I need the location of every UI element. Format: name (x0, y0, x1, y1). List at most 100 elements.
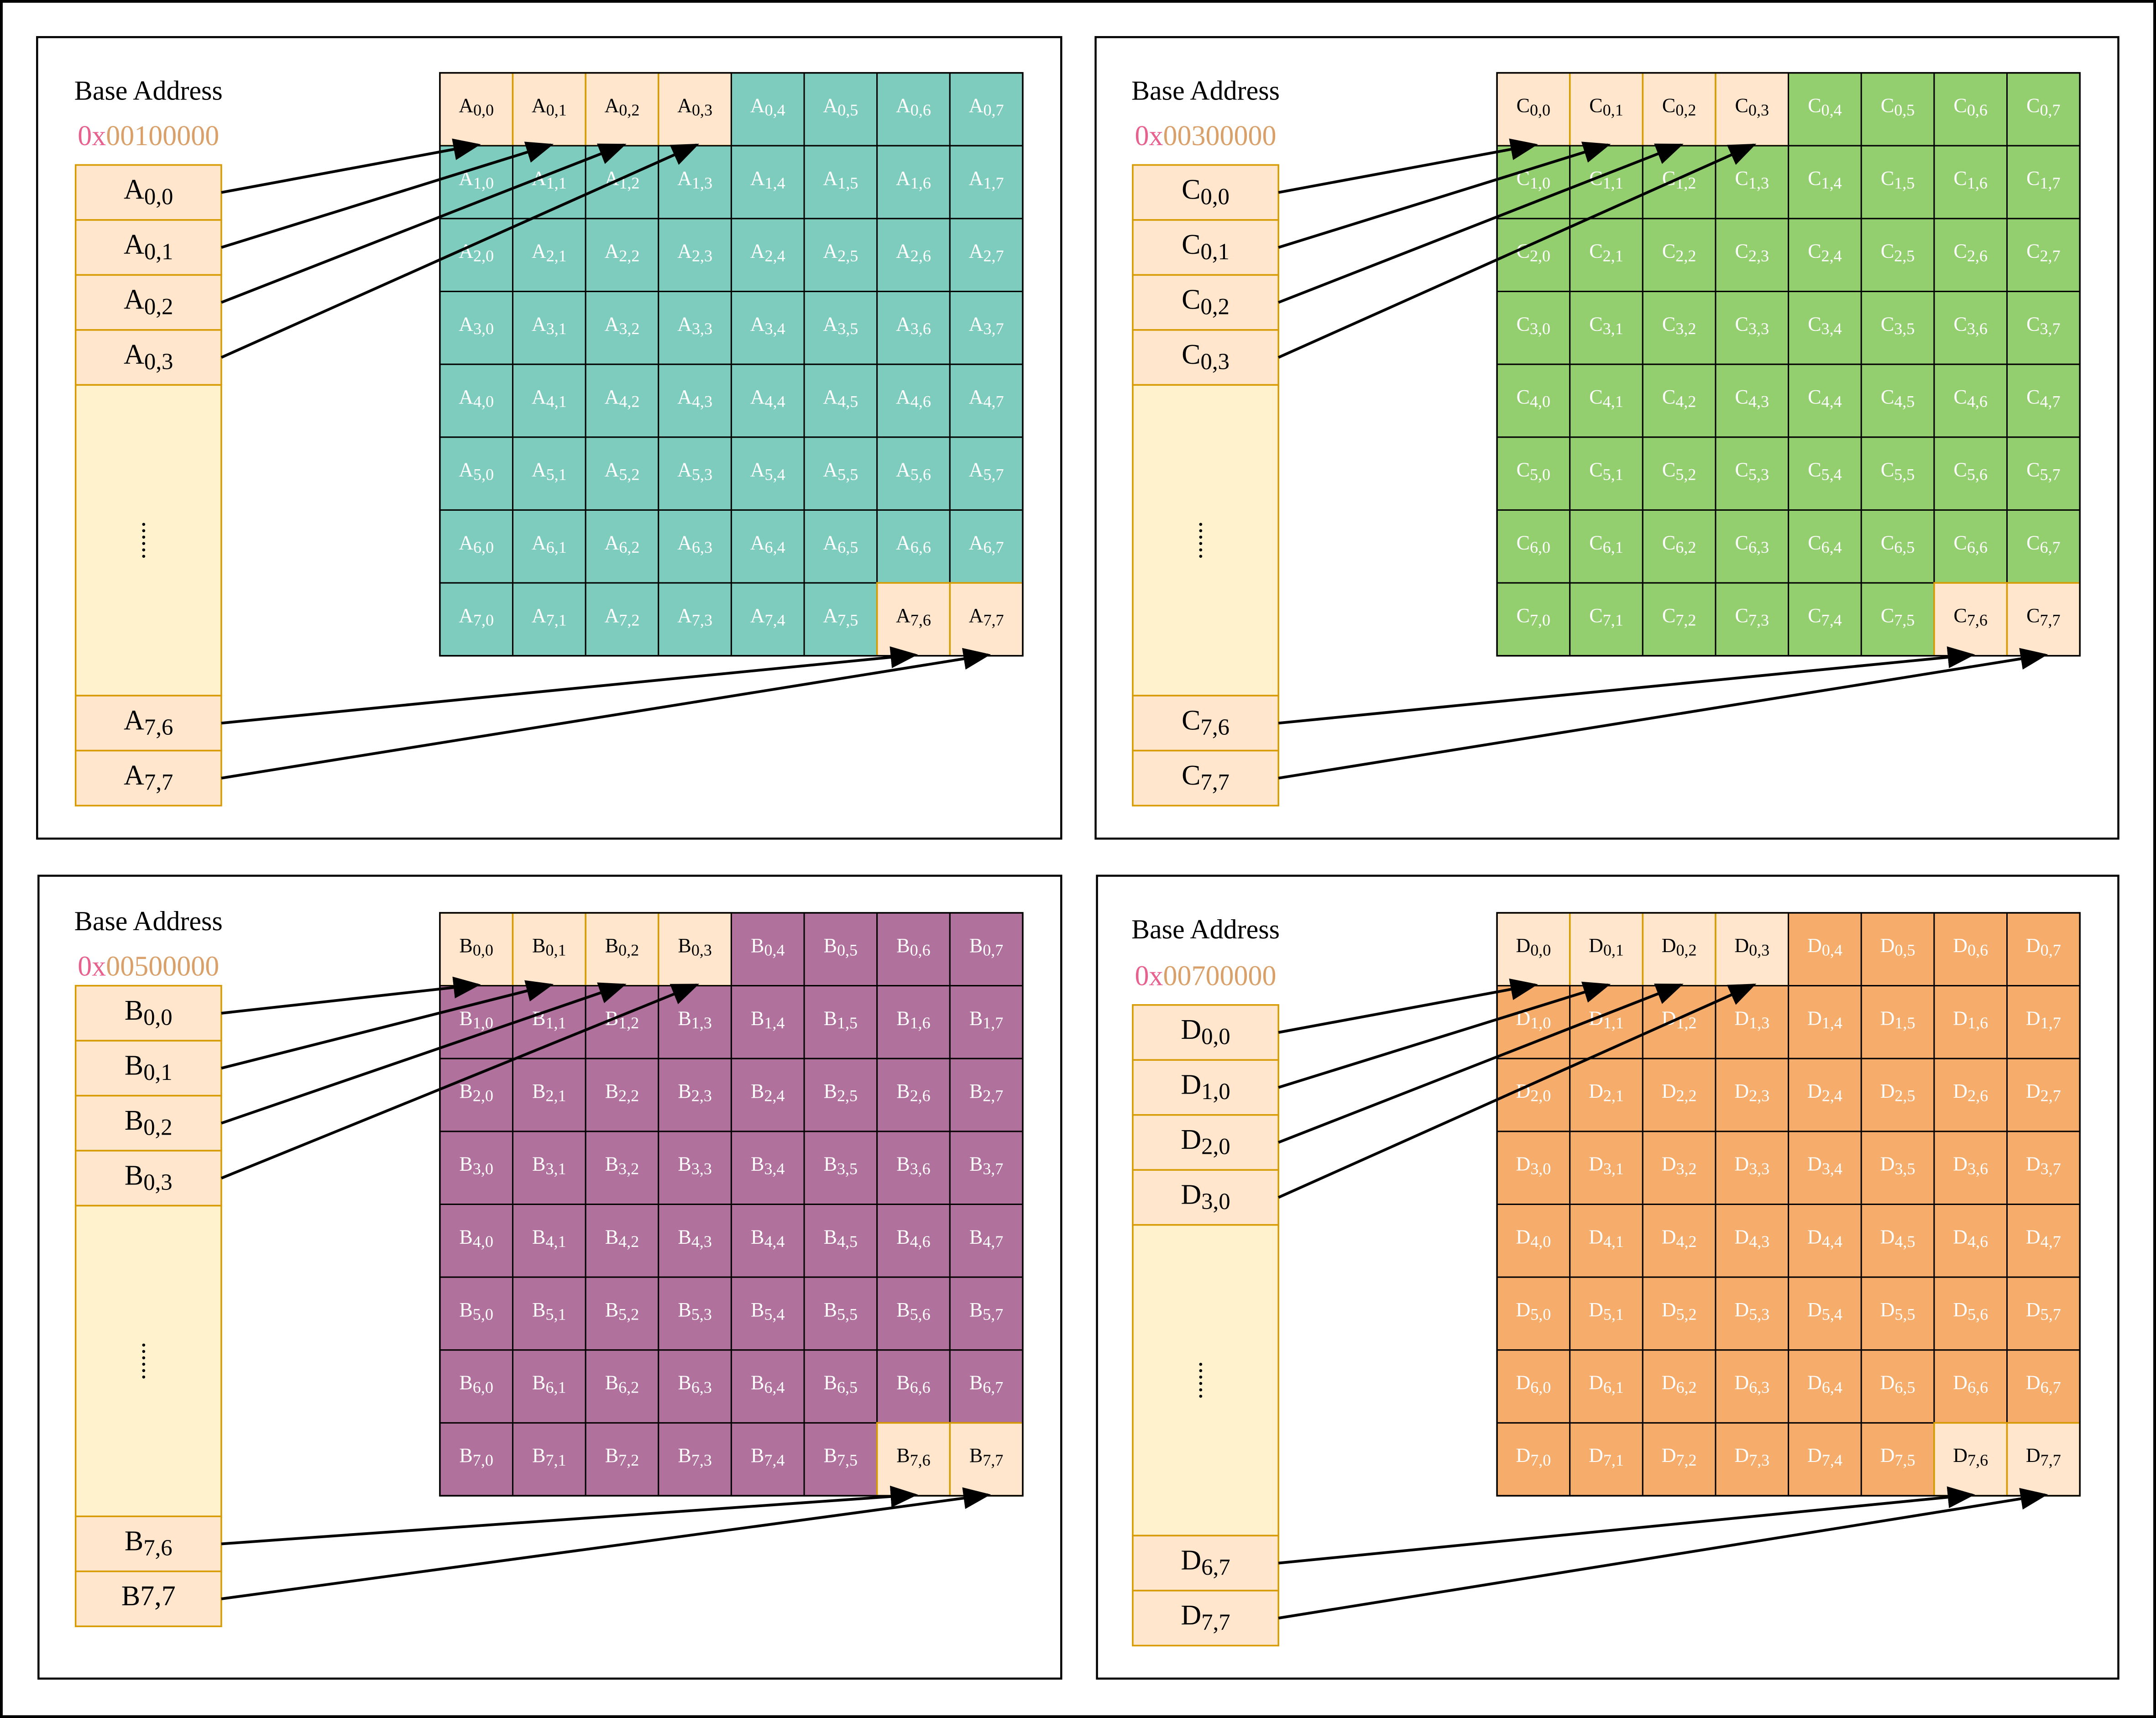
matrix-cell-label: C5,4 (1808, 459, 1842, 484)
memory-cell-label: B7,7 (121, 1581, 176, 1612)
memory-cell-label: A7,7 (124, 760, 173, 795)
matrix-cell (730, 509, 805, 584)
matrix-cell (876, 1276, 951, 1351)
matrix-cell-label: B4,5 (824, 1226, 858, 1251)
matrix-cell (803, 509, 878, 584)
pointer-arrow (220, 983, 700, 1180)
matrix-cell (1933, 1131, 2008, 1205)
matrix-cell (876, 582, 951, 657)
matrix-cell-label: D0,5 (1880, 934, 1915, 959)
matrix-cell-label: A6,5 (823, 531, 858, 556)
matrix-cell-label: B7,0 (459, 1444, 493, 1469)
matrix-cell (1860, 912, 1935, 987)
matrix-cell-label: B4,7 (969, 1226, 1003, 1251)
matrix-cell-label: D7,5 (1880, 1444, 1915, 1469)
memory-cell-label: A0,3 (124, 339, 173, 374)
matrix-cell-label: B3,0 (459, 1153, 493, 1178)
matrix-cell (1788, 1204, 1862, 1278)
pointer-arrow (1278, 1486, 1975, 1565)
matrix-cell (1788, 218, 1862, 293)
matrix-cell (1569, 1131, 1643, 1205)
matrix-cell (1788, 1349, 1862, 1424)
matrix-cell-label: A6,2 (604, 531, 639, 556)
matrix-cell-label: C7,5 (1881, 604, 1915, 629)
matrix-cell (1933, 1349, 2008, 1424)
matrix-cell-label: A3,3 (677, 313, 712, 338)
matrix-cell-label: B3,2 (605, 1153, 639, 1178)
matrix-cell-label: D2,7 (2026, 1080, 2061, 1105)
matrix-cell (1496, 436, 1571, 511)
matrix-cell-label: A5,4 (750, 459, 785, 484)
matrix-cell-label: B0,2 (605, 934, 639, 959)
matrix-cell (1642, 218, 1716, 293)
matrix-cell-label: C2,0 (1517, 240, 1550, 265)
matrix-cell-label: A2,4 (750, 240, 785, 265)
matrix-cell-label: D7,0 (1516, 1444, 1551, 1469)
matrix-cell-label: C6,1 (1589, 531, 1623, 556)
matrix-cell (439, 72, 514, 147)
matrix-cell-label: B5,5 (824, 1299, 858, 1324)
matrix-cell-label: B6,1 (532, 1372, 566, 1397)
matrix-cell-label: D6,5 (1880, 1372, 1915, 1397)
matrix-grid: C0,0C0,1C0,2C0,3C0,4C0,5C0,6C0,7C1,0C1,1… (1496, 72, 2081, 657)
matrix-cell-label: C0,5 (1881, 94, 1915, 120)
matrix-cell-label: B6,0 (459, 1372, 493, 1397)
matrix-cell-label: B7,4 (751, 1444, 785, 1469)
matrix-cell-label: A3,5 (823, 313, 858, 338)
matrix-cell (1860, 1349, 1935, 1424)
matrix-cell-label: D4,2 (1662, 1226, 1697, 1251)
matrix-cell (439, 582, 513, 657)
matrix-cell-label: D2,2 (1662, 1080, 1697, 1105)
matrix-cell-label: D2,4 (1807, 1080, 1842, 1105)
matrix-cell (585, 912, 659, 987)
matrix-cell-label: B3,5 (824, 1153, 858, 1178)
matrix-cell-label: B0,7 (969, 934, 1003, 959)
pointer-arrow (221, 1487, 991, 1600)
matrix-cell-label: D4,0 (1516, 1226, 1551, 1251)
pointer-arrow (221, 646, 918, 725)
matrix-cell-label: D2,5 (1880, 1080, 1915, 1105)
matrix-cell-label: A5,6 (896, 459, 931, 484)
matrix-cell-label: B6,4 (751, 1372, 785, 1397)
base-address-label: Base Address (74, 76, 223, 106)
matrix-cell (949, 363, 1024, 438)
matrix-cell-label: B0,1 (532, 934, 566, 959)
matrix-cell-label: C5,7 (2026, 459, 2060, 484)
matrix-cell-label: D7,2 (1662, 1444, 1697, 1469)
base-address-label: Base Address (1131, 914, 1280, 944)
matrix-border (1496, 912, 2081, 1497)
matrix-cell-label: B7,1 (532, 1444, 566, 1469)
matrix-cell-label: B0,5 (824, 934, 858, 959)
pointer-arrow (1277, 983, 1757, 1199)
matrix-cell-label: B7,7 (969, 1444, 1003, 1469)
matrix-cell-label: A6,0 (459, 531, 494, 556)
matrix-cell-label: C7,0 (1517, 604, 1550, 629)
matrix-cell-label: B1,1 (532, 1007, 566, 1032)
matrix-cell-label: B4,3 (678, 1226, 712, 1251)
memory-gap (1132, 1224, 1279, 1537)
memory-cell (1132, 329, 1279, 386)
matrix-cell-label: C5,3 (1735, 459, 1769, 484)
matrix-cell-label: C1,4 (1808, 167, 1842, 192)
matrix-cell-label: D0,2 (1662, 934, 1697, 959)
matrix-cell-label: B2,1 (532, 1080, 566, 1105)
matrix-cell (658, 291, 732, 365)
matrix-cell-label: C1,6 (1953, 167, 1987, 192)
matrix-cell (585, 72, 659, 147)
matrix-cell-label: C2,5 (1881, 240, 1915, 265)
matrix-grid: B0,0 B0,1 B0,2 B0,3 B0,4 B0,5 B0,6 B0,7 B1,0 B1,1… (439, 912, 1024, 1497)
matrix-cell-label: C5,2 (1662, 459, 1696, 484)
matrix-cell-label: D3,3 (1734, 1153, 1769, 1178)
matrix-cell-label: C2,3 (1735, 240, 1769, 265)
matrix-cell-label: D1,3 (1734, 1007, 1769, 1032)
matrix-cell-label: A7,6 (896, 604, 931, 629)
matrix-cell (803, 291, 878, 365)
matrix-cell-label: D7,4 (1807, 1444, 1842, 1469)
matrix-cell-label: B5,4 (751, 1299, 785, 1324)
matrix-cell (876, 509, 951, 584)
matrix-cell-label: C2,4 (1808, 240, 1842, 265)
matrix-cell-label: B0,4 (751, 934, 785, 959)
matrix-cell-label: C3,3 (1735, 313, 1769, 338)
memory-gap (74, 1205, 222, 1517)
matrix-cell (1569, 1276, 1643, 1351)
